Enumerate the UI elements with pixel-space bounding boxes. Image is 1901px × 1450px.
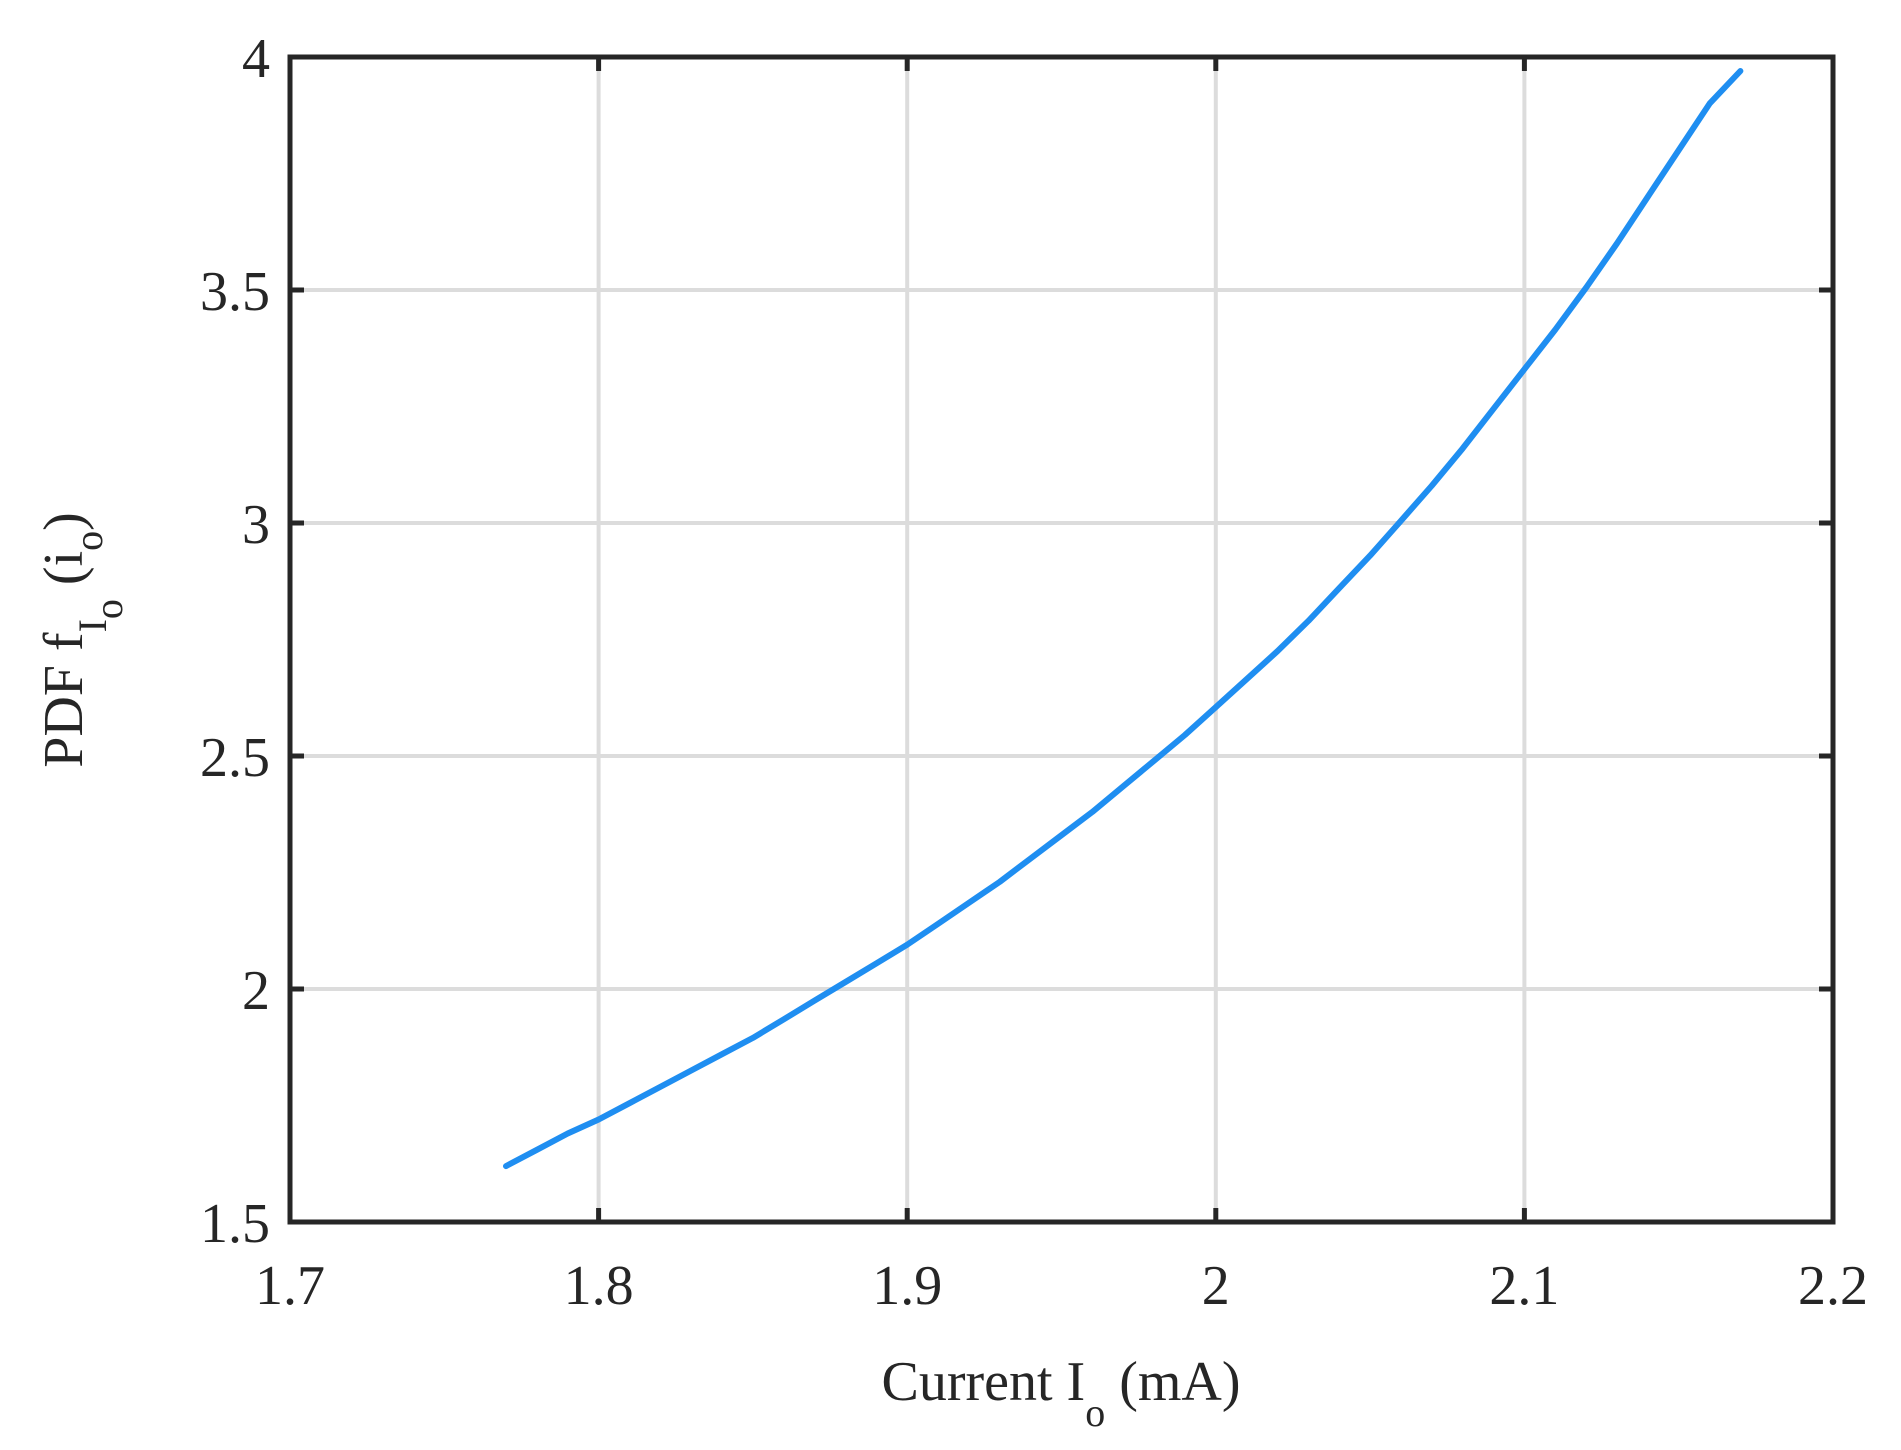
x-tick-label: 2.2 bbox=[1798, 1255, 1868, 1317]
x-axis-title-main: Current I bbox=[881, 1351, 1085, 1413]
grid-lines bbox=[290, 57, 1833, 1222]
series-group bbox=[503, 68, 1744, 1170]
x-axis-title-suffix: (mA) bbox=[1105, 1351, 1240, 1413]
y-tick-label: 4 bbox=[242, 28, 270, 90]
x-tick-label: 1.7 bbox=[255, 1255, 325, 1317]
x-tick-label: 2.1 bbox=[1489, 1255, 1559, 1317]
y-tick-label: 2.5 bbox=[200, 727, 270, 789]
y-axis-title-close: ) bbox=[33, 512, 95, 531]
x-axis-title-sub: o bbox=[1085, 1390, 1105, 1435]
x-axis-title: Current Io (mA) bbox=[881, 1351, 1240, 1435]
pdf-curve-line bbox=[503, 68, 1744, 1170]
y-axis-title-sub: I bbox=[70, 619, 115, 632]
x-tick-label: 1.9 bbox=[872, 1255, 942, 1317]
y-tick-labels: 1.5 2 2.5 3 3.5 4 bbox=[200, 28, 270, 1255]
x-tick-labels: 1.7 1.8 1.9 2 2.1 2.2 bbox=[255, 1255, 1868, 1317]
plot-frame bbox=[287, 54, 1836, 1225]
x-tick-label: 1.8 bbox=[564, 1255, 634, 1317]
y-axis-title-open: (i bbox=[33, 551, 95, 599]
y-tick-label: 1.5 bbox=[200, 1193, 270, 1255]
plot-background bbox=[290, 57, 1833, 1222]
x-tick-label: 2 bbox=[1202, 1255, 1230, 1317]
y-axis-title: PDF fIo (io) bbox=[33, 512, 131, 768]
y-tick-label: 3.5 bbox=[200, 261, 270, 323]
y-tick-label: 2 bbox=[242, 960, 270, 1022]
y-axis-title-subsub: o bbox=[86, 599, 131, 619]
tick-marks bbox=[287, 54, 1836, 1225]
y-axis-title-main: PDF f bbox=[33, 632, 95, 768]
y-tick-label: 3 bbox=[242, 494, 270, 556]
y-axis-title-arg-sub: o bbox=[66, 531, 111, 551]
